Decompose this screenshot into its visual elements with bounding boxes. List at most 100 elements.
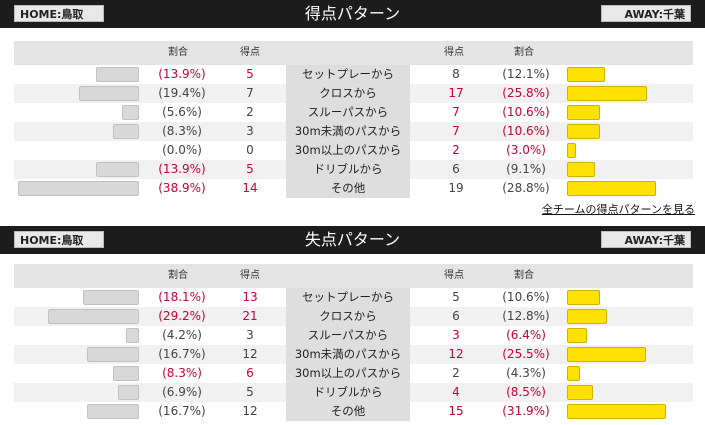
home-team-label: HOME:鳥取: [14, 5, 104, 22]
pattern-label: 30m以上のパスから: [286, 141, 410, 160]
pattern-label: ドリブルから: [286, 160, 410, 179]
section-title: 失点パターン: [304, 230, 401, 249]
column-header-row: 割合 得点 得点 割合: [14, 264, 693, 288]
away-bar: [567, 181, 656, 196]
home-ratio: (0.0%): [162, 143, 202, 157]
away-points: 15: [448, 404, 464, 418]
home-points: 5: [246, 385, 254, 399]
home-points: 3: [246, 328, 254, 342]
home-points: 6: [246, 366, 254, 380]
away-ratio: (25.5%): [502, 347, 550, 361]
table-row: (13.9%) 5 ドリブルから 6 (9.1%): [14, 160, 693, 179]
home-points: 13: [242, 290, 258, 304]
column-header-row: 割合 得点 得点 割合: [14, 41, 693, 65]
home-bar: [83, 290, 139, 305]
pattern-label: スルーパスから: [286, 326, 410, 345]
section-header-conceded: HOME:鳥取 失点パターン AWAY:千葉: [0, 226, 705, 254]
pattern-label: その他: [286, 179, 410, 198]
home-bar: [79, 86, 139, 101]
home-points: 5: [246, 162, 254, 176]
away-points: 2: [452, 366, 460, 380]
pattern-label: スルーパスから: [286, 103, 410, 122]
scored-pattern-table: 割合 得点 得点 割合 (13.9%) 5 セットプレーから 8 (12.1%) (19.…: [14, 41, 693, 198]
away-points: 6: [452, 162, 460, 176]
col-home-points: 得点: [240, 270, 260, 281]
pattern-label: 30m未満のパスから: [286, 122, 410, 141]
table-row: (16.7%) 12 30m未満のパスから 12 (25.5%): [14, 345, 693, 364]
pattern-label: セットプレーから: [286, 65, 410, 84]
col-home-points: 得点: [240, 47, 260, 58]
away-ratio: (10.6%): [502, 105, 550, 119]
home-ratio: (29.2%): [158, 309, 206, 323]
home-bar: [96, 162, 139, 177]
home-points: 2: [246, 105, 254, 119]
away-bar: [567, 347, 646, 362]
home-bar: [18, 181, 139, 196]
away-points: 5: [452, 290, 460, 304]
away-ratio: (12.1%): [502, 67, 550, 81]
all-teams-pattern-link[interactable]: 全チームの得点パターンを見る: [541, 203, 695, 216]
pattern-label: クロスから: [286, 84, 410, 103]
table-row: (0.0%) 0 30m以上のパスから 2 (3.0%): [14, 141, 693, 160]
away-points: 8: [452, 67, 460, 81]
section-title: 得点パターン: [304, 4, 401, 23]
away-bar: [567, 124, 600, 139]
away-points: 7: [452, 105, 460, 119]
away-points: 3: [452, 328, 460, 342]
away-points: 4: [452, 385, 460, 399]
home-bar: [126, 328, 139, 343]
away-bar: [567, 105, 600, 120]
away-ratio: (9.1%): [506, 162, 546, 176]
home-ratio: (38.9%): [158, 181, 206, 195]
home-ratio: (6.9%): [162, 385, 202, 399]
col-away-points: 得点: [444, 270, 464, 281]
home-bar: [48, 309, 139, 324]
away-bar: [567, 143, 576, 158]
away-ratio: (10.6%): [502, 290, 550, 304]
home-ratio: (19.4%): [158, 86, 206, 100]
home-bar: [118, 385, 139, 400]
home-ratio: (16.7%): [158, 404, 206, 418]
table-row: (8.3%) 6 30m以上のパスから 2 (4.3%): [14, 364, 693, 383]
home-ratio: (16.7%): [158, 347, 206, 361]
away-team-label: AWAY:千葉: [601, 231, 691, 248]
away-ratio: (12.8%): [502, 309, 550, 323]
away-ratio: (4.3%): [506, 366, 546, 380]
home-bar: [96, 67, 139, 82]
away-points: 17: [448, 86, 464, 100]
away-points: 7: [452, 124, 460, 138]
table-row: (5.6%) 2 スルーパスから 7 (10.6%): [14, 103, 693, 122]
away-bar: [567, 290, 600, 305]
col-home-ratio: 割合: [168, 270, 188, 281]
home-bar: [113, 124, 139, 139]
table-row: (8.3%) 3 30m未満のパスから 7 (10.6%): [14, 122, 693, 141]
pattern-label: 30m未満のパスから: [286, 345, 410, 364]
col-away-points: 得点: [444, 47, 464, 58]
away-ratio: (10.6%): [502, 124, 550, 138]
table-row: (38.9%) 14 その他 19 (28.8%): [14, 179, 693, 198]
away-bar: [567, 86, 647, 101]
home-ratio: (8.3%): [162, 366, 202, 380]
away-bar: [567, 366, 580, 381]
away-points: 12: [448, 347, 464, 361]
table-row: (16.7%) 12 その他 15 (31.9%): [14, 402, 693, 421]
away-points: 19: [448, 181, 464, 195]
table-row: (6.9%) 5 ドリブルから 4 (8.5%): [14, 383, 693, 402]
away-ratio: (31.9%): [502, 404, 550, 418]
home-points: 21: [242, 309, 258, 323]
conceded-pattern-table: 割合 得点 得点 割合 (18.1%) 13 セットプレーから 5 (10.6%) (29…: [14, 264, 693, 421]
home-bar: [113, 366, 139, 381]
away-bar: [567, 385, 593, 400]
pattern-label: セットプレーから: [286, 288, 410, 307]
away-ratio: (3.0%): [506, 143, 546, 157]
home-points: 5: [246, 67, 254, 81]
home-team-label: HOME:鳥取: [14, 231, 104, 248]
pattern-label: ドリブルから: [286, 383, 410, 402]
home-ratio: (18.1%): [158, 290, 206, 304]
pattern-label: 30m以上のパスから: [286, 364, 410, 383]
pattern-label: クロスから: [286, 307, 410, 326]
home-ratio: (5.6%): [162, 105, 202, 119]
home-points: 12: [242, 347, 258, 361]
away-points: 6: [452, 309, 460, 323]
away-bar: [567, 162, 595, 177]
